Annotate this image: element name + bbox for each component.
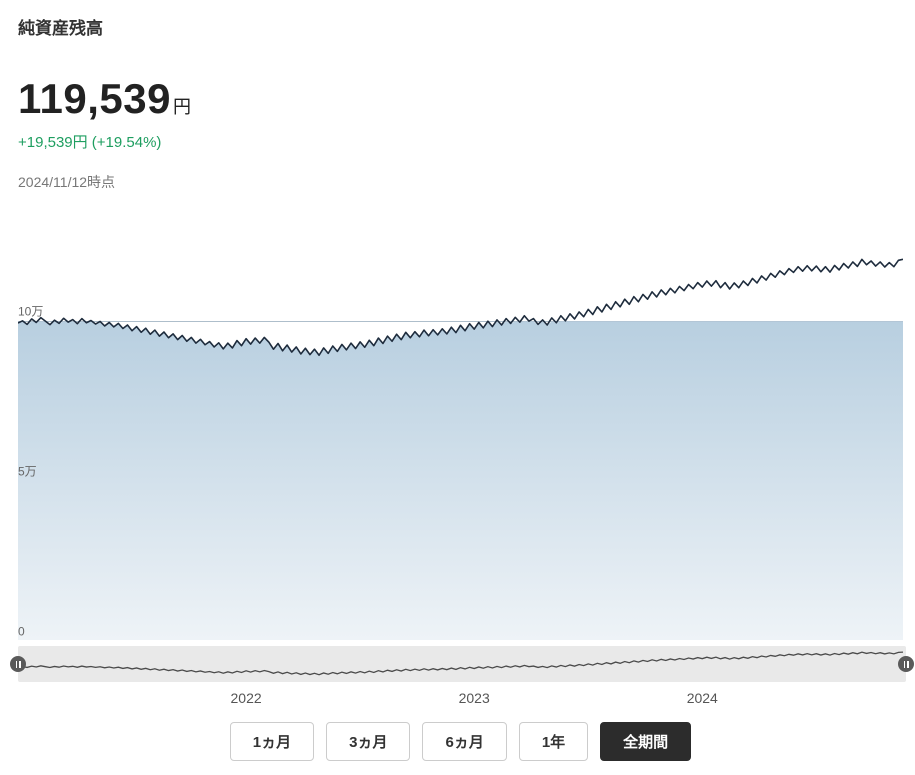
as-of-date: 2024/11/12時点 [18, 172, 903, 192]
x-axis-label: 2022 [231, 690, 262, 706]
range-button-group: 1ヵ月 3ヵ月 6ヵ月 1年全期間 [18, 722, 903, 761]
range-button-all[interactable]: 全期間 [600, 722, 691, 761]
scrubber-handle-left[interactable] [10, 656, 26, 672]
net-asset-value: 119,539 [18, 75, 171, 123]
currency-unit: 円 [173, 97, 191, 117]
page-title: 純資産残高 [18, 14, 903, 39]
scrubber-handle-right[interactable] [898, 656, 914, 672]
range-button-1y[interactable]: 1年 [519, 722, 588, 761]
change-amount: +19,539円 (+19.54%) [18, 131, 903, 152]
chart-svg [18, 210, 903, 640]
range-button-1m[interactable]: 1ヵ月 [230, 722, 314, 761]
overview-scrubber[interactable] [12, 646, 912, 682]
range-button-6m[interactable]: 6ヵ月 [422, 722, 506, 761]
main-chart[interactable]: 0 5万 10万 [18, 210, 903, 640]
y-axis-label: 5万 [18, 462, 37, 479]
range-button-3m[interactable]: 3ヵ月 [326, 722, 410, 761]
y-axis-label: 10万 [18, 303, 43, 320]
value-row: 119,539円 [18, 75, 903, 123]
x-axis-label: 2024 [687, 690, 718, 706]
scrubber-line [18, 648, 903, 678]
x-axis-label: 2023 [459, 690, 490, 706]
y-axis-label: 0 [18, 625, 25, 639]
x-axis-labels: 2022 2023 2024 [18, 690, 903, 712]
